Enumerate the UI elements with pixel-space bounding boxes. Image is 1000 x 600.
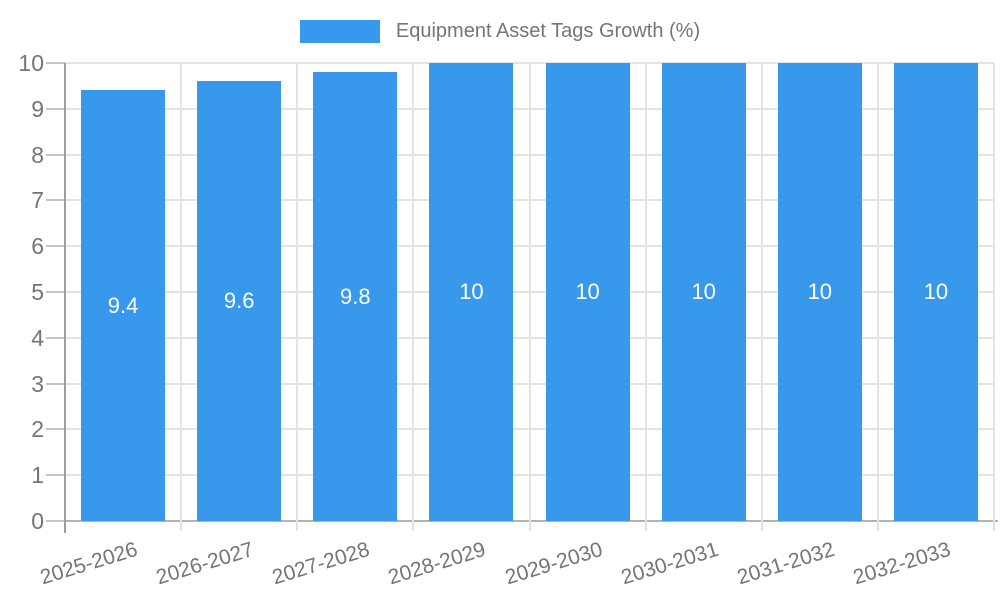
bar-value-label: 9.6 (223, 288, 255, 314)
y-tick (46, 153, 65, 156)
y-tick (46, 474, 65, 477)
bar: 10 (777, 63, 862, 521)
y-axis-label: 8 (31, 141, 44, 168)
y-tick (46, 291, 65, 293)
x-gridline (296, 63, 299, 531)
y-tick (46, 62, 65, 64)
x-gridline (876, 63, 879, 531)
x-gridline (528, 63, 531, 531)
bar: 10 (893, 63, 978, 521)
y-axis-label: 1 (31, 462, 44, 489)
bar: 9.4 (81, 90, 166, 521)
bar: 10 (545, 63, 630, 521)
y-axis-label: 5 (31, 279, 44, 305)
y-axis-label: 10 (18, 50, 44, 76)
y-tick (46, 428, 65, 431)
y-axis-label: 6 (31, 233, 44, 260)
bar-value-label: 10 (807, 279, 833, 304)
legend[interactable]: Equipment Asset Tags Growth (%) (0, 20, 1000, 43)
x-gridline (760, 63, 763, 531)
y-axis-label: 2 (31, 416, 44, 443)
legend-label: Equipment Asset Tags Growth (%) (395, 20, 701, 42)
y-gridline (65, 520, 998, 522)
y-axis-label: 4 (31, 324, 44, 351)
y-tick (46, 382, 65, 385)
bar: 9.6 (197, 81, 282, 521)
bar-value-label: 10 (923, 279, 949, 304)
x-gridline (412, 63, 415, 531)
y-axis-label: 0 (31, 508, 44, 534)
x-gridline (644, 63, 647, 531)
y-axis-label: 7 (31, 187, 44, 214)
bar-value-label: 10 (459, 279, 484, 304)
y-tick (46, 245, 65, 248)
y-tick (46, 520, 65, 522)
bar: 10 (429, 63, 514, 521)
bar: 9.8 (313, 72, 398, 521)
x-gridline (180, 63, 183, 531)
bar-value-label: 9.8 (340, 283, 371, 309)
bar-value-label: 10 (575, 279, 600, 304)
legend-swatch (299, 20, 380, 43)
y-tick (46, 107, 65, 110)
y-axis-line (64, 63, 66, 533)
y-axis-label: 9 (31, 95, 44, 122)
bar-value-label: 10 (691, 279, 716, 304)
bar-value-label: 9.4 (107, 292, 139, 318)
x-gridline (993, 63, 995, 531)
y-tick (46, 336, 65, 339)
y-axis-label: 3 (31, 370, 44, 397)
bar: 10 (661, 63, 746, 521)
y-tick (46, 199, 65, 202)
